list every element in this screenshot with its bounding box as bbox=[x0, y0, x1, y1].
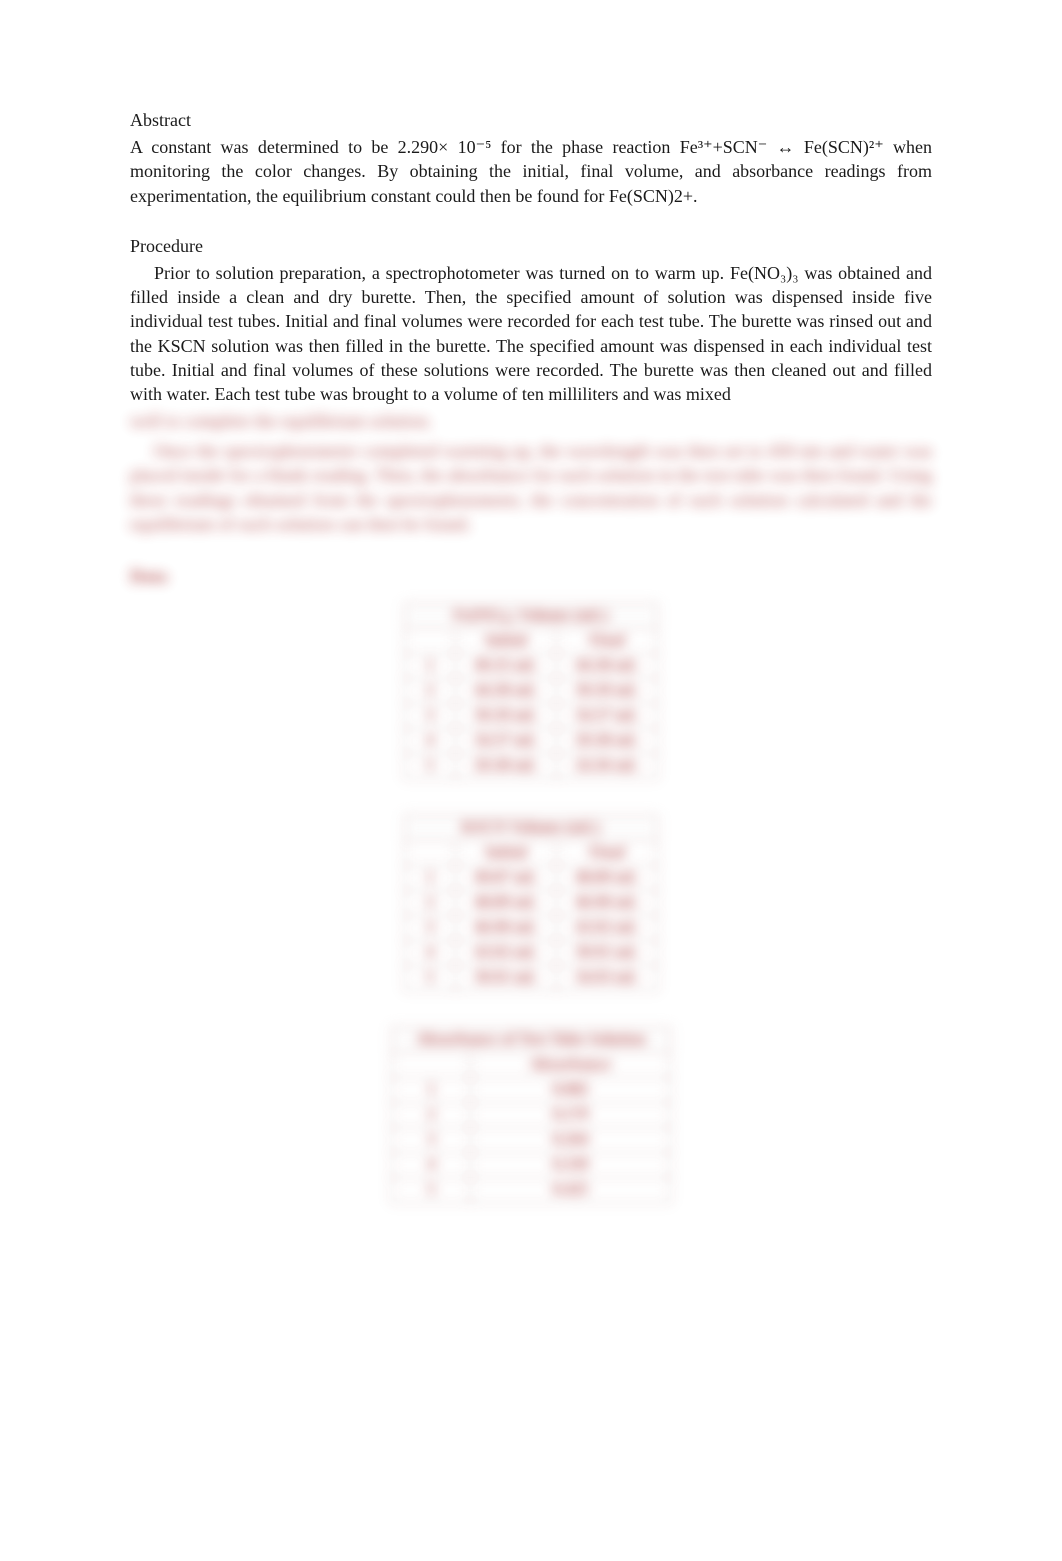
table-col-blank bbox=[405, 629, 456, 654]
table-kscn: KSCN Volume (mL) Initial Final 149.87 mL… bbox=[404, 815, 658, 991]
page-container: Abstract A constant was determined to be… bbox=[0, 0, 1062, 1273]
cell: 34.93 mL bbox=[557, 966, 658, 991]
table-title: Fe(NO₃)₃ Volume (mL) bbox=[405, 604, 658, 629]
table-col-final: Final bbox=[557, 841, 658, 866]
table-row: 30.264 bbox=[392, 1128, 670, 1153]
cell: 1 bbox=[405, 654, 456, 679]
cell: 3 bbox=[405, 916, 456, 941]
table-row: 149.87 mL48.89 mL bbox=[405, 866, 658, 891]
procedure-blurred-tail: well to complete the equilibrium solutio… bbox=[130, 409, 932, 433]
procedure-para-2: Once the spectrophotometer completed war… bbox=[130, 439, 932, 536]
table-row: 149.35 mL44.38 mL bbox=[405, 654, 658, 679]
procedure-heading: Procedure bbox=[130, 236, 932, 257]
table-row: Initial Final bbox=[405, 629, 658, 654]
table-row: Absorbance of Test Tube Solution bbox=[392, 1028, 670, 1053]
cell: 0.425 bbox=[471, 1178, 670, 1203]
cell: 1 bbox=[392, 1078, 471, 1103]
cell: 34.37 mL bbox=[557, 704, 658, 729]
table-col-blank bbox=[405, 841, 456, 866]
cell: 43.92 mL bbox=[456, 941, 557, 966]
table-col-initial: Initial bbox=[456, 629, 557, 654]
table-col-absorbance: Absorbance bbox=[471, 1053, 670, 1078]
table-col-blank bbox=[392, 1053, 471, 1078]
cell: 5 bbox=[405, 966, 456, 991]
table-3-wrap: Absorbance of Test Tube Solution Absorba… bbox=[130, 1027, 932, 1203]
blurred-content-region: well to complete the equilibrium solutio… bbox=[130, 409, 932, 1203]
cell: 39.91 mL bbox=[456, 966, 557, 991]
cell: 43.92 mL bbox=[557, 916, 658, 941]
cell: 4 bbox=[405, 941, 456, 966]
cell: 4 bbox=[392, 1153, 471, 1178]
table-row: 40.339 bbox=[392, 1153, 670, 1178]
table-row: Absorbance bbox=[392, 1053, 670, 1078]
cell: 2 bbox=[405, 891, 456, 916]
cell: 46.90 mL bbox=[557, 891, 658, 916]
cell: 3 bbox=[405, 704, 456, 729]
table-absorbance: Absorbance of Test Tube Solution Absorba… bbox=[391, 1027, 670, 1203]
table-title: Absorbance of Test Tube Solution bbox=[392, 1028, 670, 1053]
abstract-heading: Abstract bbox=[130, 110, 932, 131]
cell: 1 bbox=[405, 866, 456, 891]
abstract-text: A constant was determined to be 2.290× 1… bbox=[130, 135, 932, 208]
cell: 39.39 mL bbox=[557, 679, 658, 704]
cell: 46.90 mL bbox=[456, 916, 557, 941]
table-row: 20.179 bbox=[392, 1103, 670, 1128]
table-row: 10.082 bbox=[392, 1078, 670, 1103]
cell: 0.082 bbox=[471, 1078, 670, 1103]
cell: 3 bbox=[392, 1128, 471, 1153]
table-row: 539.91 mL34.93 mL bbox=[405, 966, 658, 991]
cell: 0.264 bbox=[471, 1128, 670, 1153]
table-row: 248.89 mL46.90 mL bbox=[405, 891, 658, 916]
table-row: 346.90 mL43.92 mL bbox=[405, 916, 658, 941]
table-2-wrap: KSCN Volume (mL) Initial Final 149.87 mL… bbox=[130, 815, 932, 991]
table-row: Initial Final bbox=[405, 841, 658, 866]
table-row: Fe(NO₃)₃ Volume (mL) bbox=[405, 604, 658, 629]
cell: 2 bbox=[405, 679, 456, 704]
cell: 39.39 mL bbox=[456, 704, 557, 729]
cell: 2 bbox=[392, 1103, 471, 1128]
procedure-para-1: Prior to solution preparation, a spectro… bbox=[130, 261, 932, 407]
table-1-wrap: Fe(NO₃)₃ Volume (mL) Initial Final 149.3… bbox=[130, 603, 932, 779]
table-row: 434.37 mL29.38 mL bbox=[405, 729, 658, 754]
table-row: 50.425 bbox=[392, 1178, 670, 1203]
cell: 4 bbox=[405, 729, 456, 754]
table-col-initial: Initial bbox=[456, 841, 557, 866]
table-row: KSCN Volume (mL) bbox=[405, 816, 658, 841]
cell: 44.38 mL bbox=[456, 679, 557, 704]
cell: 49.35 mL bbox=[456, 654, 557, 679]
cell: 29.38 mL bbox=[557, 729, 658, 754]
cell: 39.91 mL bbox=[557, 941, 658, 966]
cell: 0.339 bbox=[471, 1153, 670, 1178]
cell: 48.89 mL bbox=[456, 891, 557, 916]
cell: 34.37 mL bbox=[456, 729, 557, 754]
table-row: 339.39 mL34.37 mL bbox=[405, 704, 658, 729]
cell: 5 bbox=[392, 1178, 471, 1203]
cell: 48.89 mL bbox=[557, 866, 658, 891]
table-title: KSCN Volume (mL) bbox=[405, 816, 658, 841]
cell: 49.87 mL bbox=[456, 866, 557, 891]
cell: 29.38 mL bbox=[456, 754, 557, 779]
cell: 0.179 bbox=[471, 1103, 670, 1128]
table-row: 529.38 mL24.36 mL bbox=[405, 754, 658, 779]
table-fe-no3: Fe(NO₃)₃ Volume (mL) Initial Final 149.3… bbox=[404, 603, 658, 779]
table-row: 244.38 mL39.39 mL bbox=[405, 679, 658, 704]
table-col-final: Final bbox=[557, 629, 658, 654]
table-row: 443.92 mL39.91 mL bbox=[405, 941, 658, 966]
cell: 5 bbox=[405, 754, 456, 779]
data-heading: Data bbox=[130, 566, 932, 587]
cell: 24.36 mL bbox=[557, 754, 658, 779]
cell: 44.38 mL bbox=[557, 654, 658, 679]
